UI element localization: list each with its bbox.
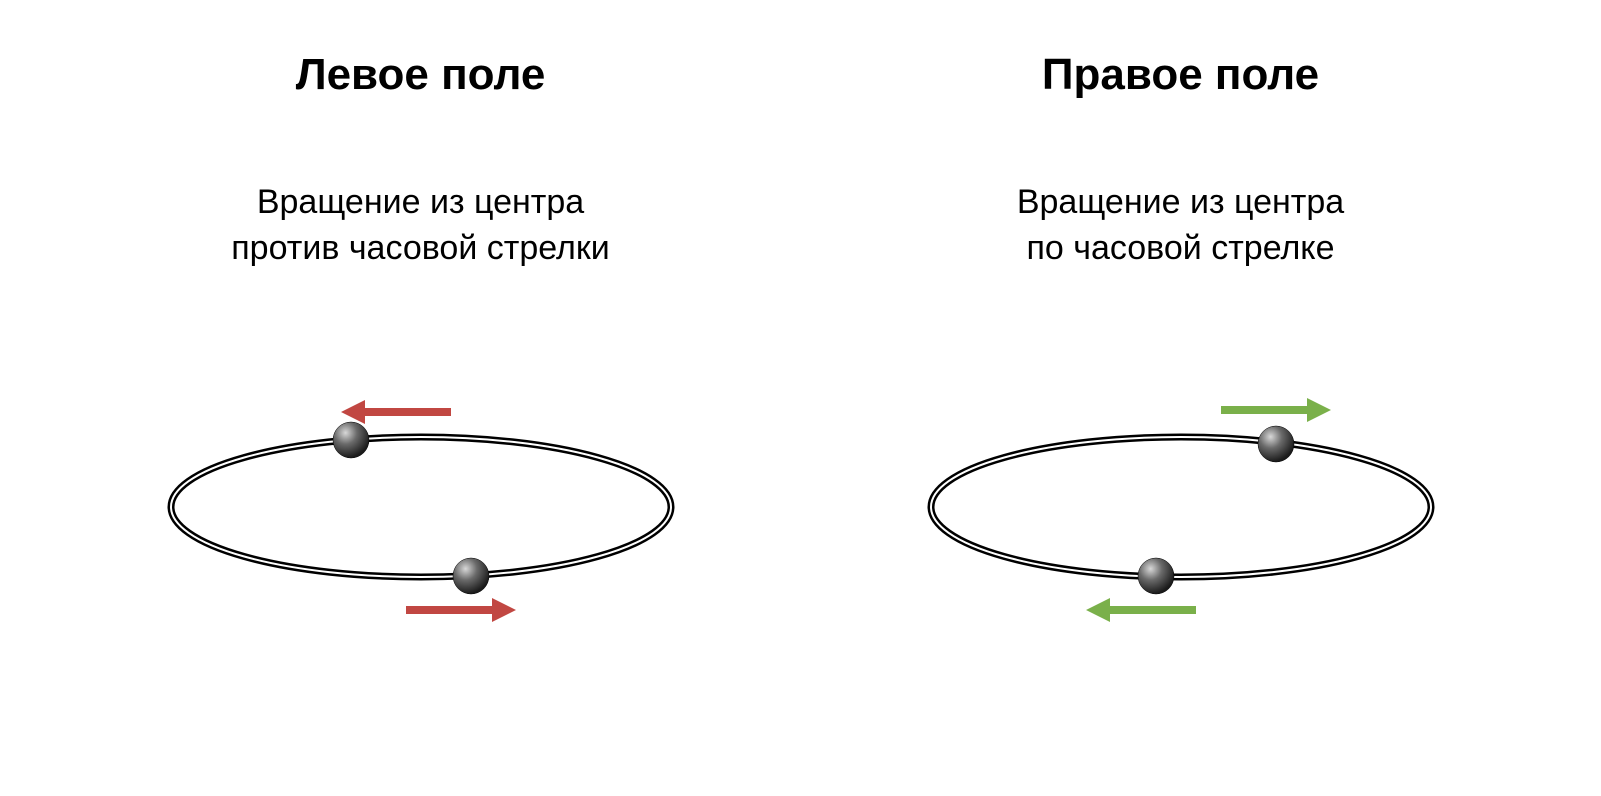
arrow-top bbox=[341, 400, 451, 424]
arrow-bottom bbox=[406, 598, 516, 622]
right-subtitle-line2: по часовой стрелке bbox=[1027, 229, 1335, 267]
left-panel: Левое поле Вращение из центра против час… bbox=[111, 50, 731, 632]
right-title: Правое поле bbox=[1042, 50, 1319, 100]
right-panel: Правое поле Вращение из центра по часово… bbox=[871, 50, 1491, 632]
right-subtitle: Вращение из центра по часовой стрелке bbox=[1017, 180, 1344, 272]
ball-top bbox=[1258, 426, 1294, 462]
left-subtitle-line2: против часовой стрелки bbox=[231, 229, 609, 267]
right-subtitle-line1: Вращение из центра bbox=[1017, 183, 1344, 221]
left-diagram bbox=[141, 332, 701, 632]
ball-bottom bbox=[1138, 558, 1174, 594]
left-subtitle-line1: Вращение из центра bbox=[257, 183, 584, 221]
right-diagram bbox=[901, 332, 1461, 632]
ball-bottom bbox=[453, 558, 489, 594]
orbit-ellipse-inner bbox=[171, 437, 671, 577]
left-subtitle: Вращение из центра против часовой стрелк… bbox=[231, 180, 609, 272]
orbit-ellipse-inner bbox=[931, 437, 1431, 577]
left-title: Левое поле bbox=[296, 50, 546, 100]
arrow-top bbox=[1221, 398, 1331, 422]
arrow-bottom bbox=[1086, 598, 1196, 622]
diagram-container: Левое поле Вращение из центра против час… bbox=[111, 50, 1491, 632]
ball-top bbox=[333, 422, 369, 458]
